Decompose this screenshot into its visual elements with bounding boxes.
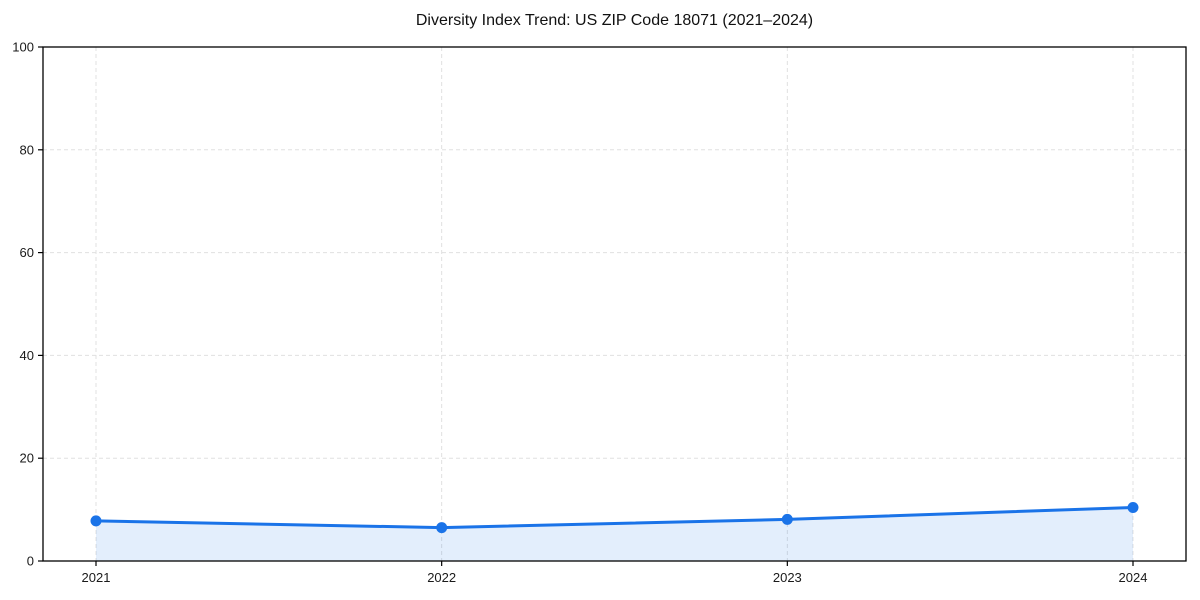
x-tick-label: 2023 [773,570,802,585]
area-fill [96,507,1133,561]
x-tick-label: 2022 [427,570,456,585]
chart-title: Diversity Index Trend: US ZIP Code 18071… [415,12,814,29]
x-tick-label: 2024 [1119,570,1148,585]
data-point-marker-2023 [781,513,793,525]
y-tick-label: 40 [20,348,34,363]
x-tick-label: 2021 [82,570,111,585]
data-point-marker-2024 [1127,502,1139,513]
trend-line [94,506,1135,530]
y-tick-label: 20 [20,451,34,466]
data-point-marker-2022 [436,522,448,534]
plot-border [42,46,1187,562]
y-tick-label: 80 [20,142,34,157]
y-tick-label: 0 [27,554,34,569]
y-tick-label: 100 [12,40,34,55]
data-point-marker-2021 [90,515,102,527]
y-tick-label: 60 [20,245,34,260]
